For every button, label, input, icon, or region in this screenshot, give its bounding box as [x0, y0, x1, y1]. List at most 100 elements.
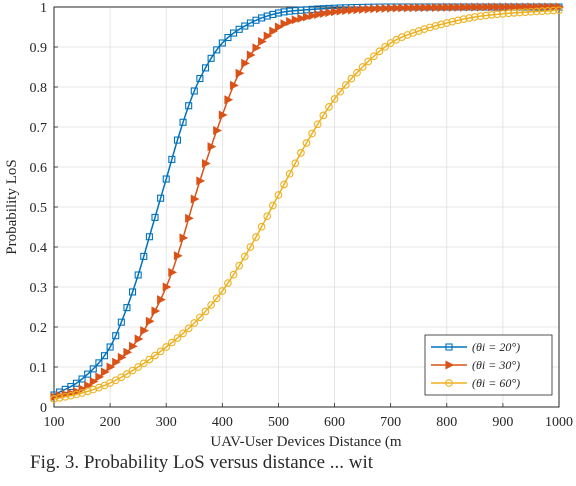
series-line [53, 9, 560, 400]
data-point [78, 389, 86, 397]
data-point [341, 81, 350, 89]
data-point [308, 129, 316, 138]
data-point [89, 376, 99, 386]
x-axis-label: UAV-User Devices Distance (m [210, 434, 402, 450]
series-2 [50, 2, 565, 402]
y-tick-label: 0.8 [30, 81, 48, 96]
data-point [330, 95, 339, 103]
data-point [117, 352, 127, 362]
data-point [100, 352, 109, 360]
data-point [190, 87, 198, 95]
data-point [84, 370, 92, 378]
figure-caption: Fig. 3. Probability LoS versus distance … [30, 452, 374, 473]
data-point [196, 313, 204, 322]
data-point [297, 13, 307, 23]
data-point [207, 54, 215, 62]
series-layer [50, 2, 565, 403]
data-point [280, 180, 288, 189]
data-point [190, 319, 199, 327]
data-point [123, 370, 131, 378]
data-point [347, 74, 356, 83]
data-point [280, 19, 290, 29]
data-point [201, 307, 210, 316]
x-tick-label: 900 [492, 415, 513, 430]
y-tick-label: 0.2 [30, 321, 48, 336]
data-point [314, 9, 323, 19]
data-point [151, 351, 159, 360]
x-tick-label: 1000 [545, 415, 573, 430]
data-point [134, 271, 142, 279]
data-point [454, 16, 462, 25]
data-point [179, 233, 189, 243]
data-point [504, 9, 513, 18]
data-point [325, 8, 335, 18]
data-point [375, 47, 384, 56]
data-point [426, 3, 436, 13]
legend: (θi = 20°) (θi = 30°) (θi = 60°) [424, 334, 553, 396]
data-point [291, 15, 301, 25]
y-tick-label: 1 [40, 1, 47, 16]
tick-labels: 100 200 300 400 500 600 700 800 900 1000 0 0.1 0.2 0.… [30, 1, 574, 430]
data-point [370, 4, 380, 14]
data-point [347, 5, 357, 15]
data-point [106, 362, 116, 372]
data-point [173, 136, 181, 144]
data-point [117, 373, 126, 382]
x-tick-label: 200 [100, 415, 121, 430]
data-point [201, 158, 211, 168]
x-tick-label: 100 [44, 415, 65, 430]
data-point [72, 379, 80, 387]
data-point [129, 288, 137, 296]
data-point [78, 384, 88, 394]
data-point [185, 102, 193, 110]
data-point [426, 23, 434, 32]
data-point [415, 3, 424, 13]
data-point [235, 68, 245, 78]
data-point [358, 63, 367, 71]
data-point [72, 390, 81, 399]
data-point [162, 343, 171, 351]
data-point [476, 2, 486, 12]
data-point [106, 343, 114, 351]
data-point [285, 169, 294, 178]
data-point [196, 75, 204, 83]
data-point [465, 2, 475, 12]
data-point [213, 46, 221, 54]
data-point [398, 3, 408, 13]
data-point [504, 2, 514, 12]
data-point [375, 4, 385, 14]
data-point [381, 3, 391, 13]
data-point [173, 251, 183, 261]
data-point [117, 318, 125, 326]
data-point [286, 16, 295, 26]
x-tick-label: 400 [212, 415, 233, 430]
data-point [213, 126, 222, 136]
data-point [460, 2, 469, 12]
data-point [336, 87, 345, 96]
data-point [246, 243, 255, 251]
data-point [257, 222, 266, 231]
data-point [184, 324, 193, 333]
data-point [409, 3, 419, 13]
data-point [392, 3, 402, 13]
data-point [319, 8, 329, 18]
data-point [269, 26, 279, 36]
data-point [145, 355, 154, 364]
data-point [297, 149, 305, 157]
data-point [336, 6, 346, 16]
data-point [268, 201, 277, 210]
data-point [471, 2, 481, 12]
data-point [342, 6, 351, 16]
data-point [140, 326, 149, 336]
y-tick-label: 0.5 [30, 201, 48, 216]
data-point [235, 261, 244, 270]
data-point [129, 341, 138, 351]
legend-label: (θi = 30°) [472, 358, 520, 372]
data-point [403, 3, 413, 13]
data-point [89, 365, 97, 373]
data-point [100, 367, 110, 377]
data-point [246, 50, 256, 60]
y-tick-label: 0.6 [30, 161, 48, 176]
data-point [487, 11, 496, 19]
data-point [162, 175, 170, 183]
